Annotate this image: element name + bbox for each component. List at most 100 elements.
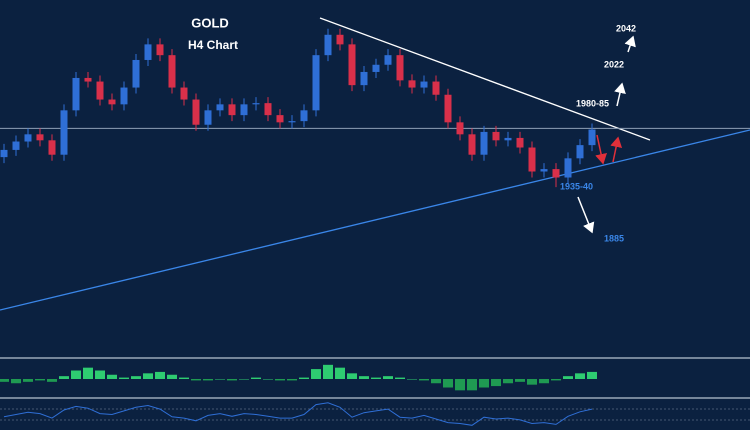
support-trendline bbox=[0, 129, 750, 311]
candle-body bbox=[564, 158, 572, 178]
histogram-bar bbox=[407, 379, 417, 380]
candle-body bbox=[372, 64, 380, 72]
histogram-bar bbox=[155, 371, 165, 379]
histogram-bar bbox=[203, 379, 213, 381]
candle-body bbox=[552, 169, 560, 178]
indicator-line bbox=[3, 402, 593, 426]
histogram-bar bbox=[299, 377, 309, 379]
annotation: 1935-40 bbox=[560, 181, 593, 191]
candle-body bbox=[480, 131, 488, 155]
histogram-bar bbox=[131, 376, 141, 379]
marks bbox=[0, 28, 750, 426]
histogram-bar bbox=[371, 377, 381, 379]
histogram-bar bbox=[527, 379, 537, 385]
candle-body bbox=[276, 115, 284, 123]
histogram-bar bbox=[167, 374, 177, 379]
histogram-bar bbox=[59, 376, 69, 379]
candle-body bbox=[144, 44, 152, 60]
histogram-bar bbox=[71, 370, 81, 379]
candle-body bbox=[540, 169, 548, 172]
histogram-bar bbox=[227, 379, 237, 381]
histogram-bar bbox=[323, 364, 333, 379]
histogram-bar bbox=[431, 379, 441, 384]
histogram-bar bbox=[383, 376, 393, 379]
arrow bbox=[577, 196, 595, 234]
arrow bbox=[614, 82, 626, 107]
candle-body bbox=[60, 110, 68, 155]
candle-body bbox=[384, 55, 392, 65]
histogram-bar bbox=[455, 379, 465, 391]
histogram-bar bbox=[359, 376, 369, 379]
histogram-bar bbox=[275, 379, 285, 381]
candle-body bbox=[216, 104, 224, 111]
candle-body bbox=[432, 81, 440, 95]
candle-body bbox=[408, 80, 416, 88]
histogram-bar bbox=[311, 369, 321, 379]
candle-body bbox=[300, 110, 308, 122]
histogram-bar bbox=[347, 373, 357, 379]
histogram-bar bbox=[539, 379, 549, 384]
candle-body bbox=[588, 129, 596, 146]
candle-body bbox=[156, 44, 164, 56]
candle-body bbox=[240, 104, 248, 116]
candle-body bbox=[456, 122, 464, 135]
candle-body bbox=[420, 81, 428, 88]
candle-body bbox=[180, 87, 188, 100]
histogram-bar bbox=[551, 379, 561, 381]
candle-body bbox=[168, 55, 176, 88]
chart-title: GOLD bbox=[191, 15, 229, 30]
candle-body bbox=[228, 104, 236, 116]
histogram-bar bbox=[35, 379, 45, 381]
histogram-bar bbox=[503, 379, 513, 384]
histogram-bar bbox=[515, 379, 525, 382]
histogram-bar bbox=[419, 379, 429, 381]
annotation: 2022 bbox=[604, 59, 624, 69]
candle-body bbox=[516, 137, 524, 148]
candle-body bbox=[84, 77, 92, 82]
candle-body bbox=[204, 110, 212, 125]
candle-body bbox=[528, 147, 536, 172]
candle-body bbox=[24, 134, 32, 142]
candle-body bbox=[192, 99, 200, 125]
histogram-bar bbox=[479, 379, 489, 388]
histogram-bar bbox=[119, 377, 129, 379]
candle-body bbox=[288, 121, 296, 123]
histogram-bar bbox=[11, 379, 21, 384]
annotation: 1980-85 bbox=[576, 98, 609, 108]
arrow bbox=[624, 35, 636, 53]
histogram-bar bbox=[107, 374, 117, 379]
histogram-bar bbox=[587, 371, 597, 379]
candle-body bbox=[492, 131, 500, 141]
candle-body bbox=[0, 149, 8, 158]
histogram-bar bbox=[491, 379, 501, 387]
histogram-bar bbox=[287, 379, 297, 381]
histogram-bar bbox=[0, 379, 9, 382]
arrow bbox=[595, 134, 607, 165]
candle-body bbox=[48, 140, 56, 155]
candle-body bbox=[444, 94, 452, 123]
candle-body bbox=[12, 141, 20, 150]
histogram-bar bbox=[83, 367, 93, 379]
candle-body bbox=[468, 134, 476, 155]
candle-body bbox=[72, 77, 80, 111]
candle-body bbox=[120, 87, 128, 105]
candle-body bbox=[96, 81, 104, 100]
candle-body bbox=[336, 34, 344, 45]
histogram-bar bbox=[179, 377, 189, 379]
candle-body bbox=[576, 145, 584, 159]
arrow bbox=[610, 136, 623, 163]
candle-body bbox=[360, 71, 368, 86]
histogram-bar bbox=[467, 379, 477, 391]
histogram-bar bbox=[575, 373, 585, 379]
candle-body bbox=[348, 44, 356, 86]
resistance-trendline bbox=[319, 17, 651, 141]
annotation: 1885 bbox=[604, 233, 624, 243]
candle-body bbox=[108, 99, 116, 105]
histogram-bar bbox=[335, 367, 345, 379]
candle-body bbox=[252, 103, 260, 105]
histogram-bar bbox=[143, 373, 153, 379]
histogram-bar bbox=[191, 379, 201, 381]
histogram-bar bbox=[443, 379, 453, 388]
histogram-bar bbox=[239, 379, 249, 380]
